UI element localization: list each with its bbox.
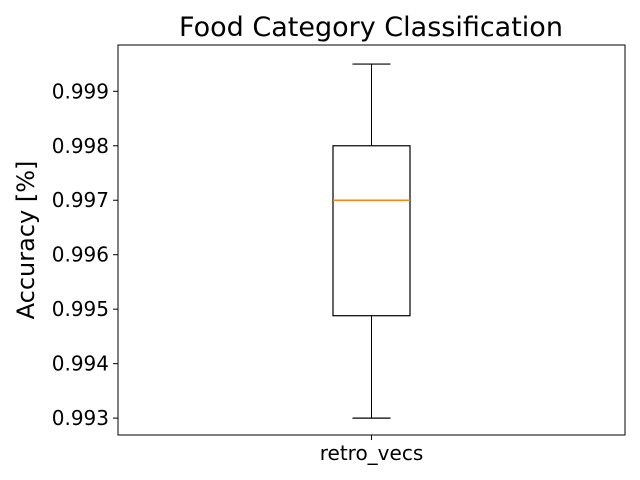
x-tick-label: retro_vecs bbox=[320, 441, 424, 465]
y-tick-label: 0.998 bbox=[52, 134, 109, 158]
chart-title: Food Category Classification bbox=[179, 12, 563, 43]
y-tick-label: 0.993 bbox=[52, 406, 109, 430]
y-tick-label: 0.997 bbox=[52, 188, 109, 212]
box-iqr bbox=[332, 145, 411, 317]
y-axis-label: Accuracy [%] bbox=[12, 161, 40, 320]
y-tick-label: 0.995 bbox=[52, 297, 109, 321]
y-tick-label: 0.994 bbox=[52, 352, 109, 376]
y-tick-label: 0.996 bbox=[52, 243, 109, 267]
axes-frame bbox=[117, 44, 626, 436]
y-tick-label: 0.999 bbox=[52, 79, 109, 103]
y-axis-ticks: 0.993 0.994 0.995 0.996 0.997 0.998 0.999 bbox=[52, 79, 118, 430]
plot-area bbox=[332, 63, 411, 419]
x-axis-ticks: retro_vecs bbox=[320, 435, 424, 465]
